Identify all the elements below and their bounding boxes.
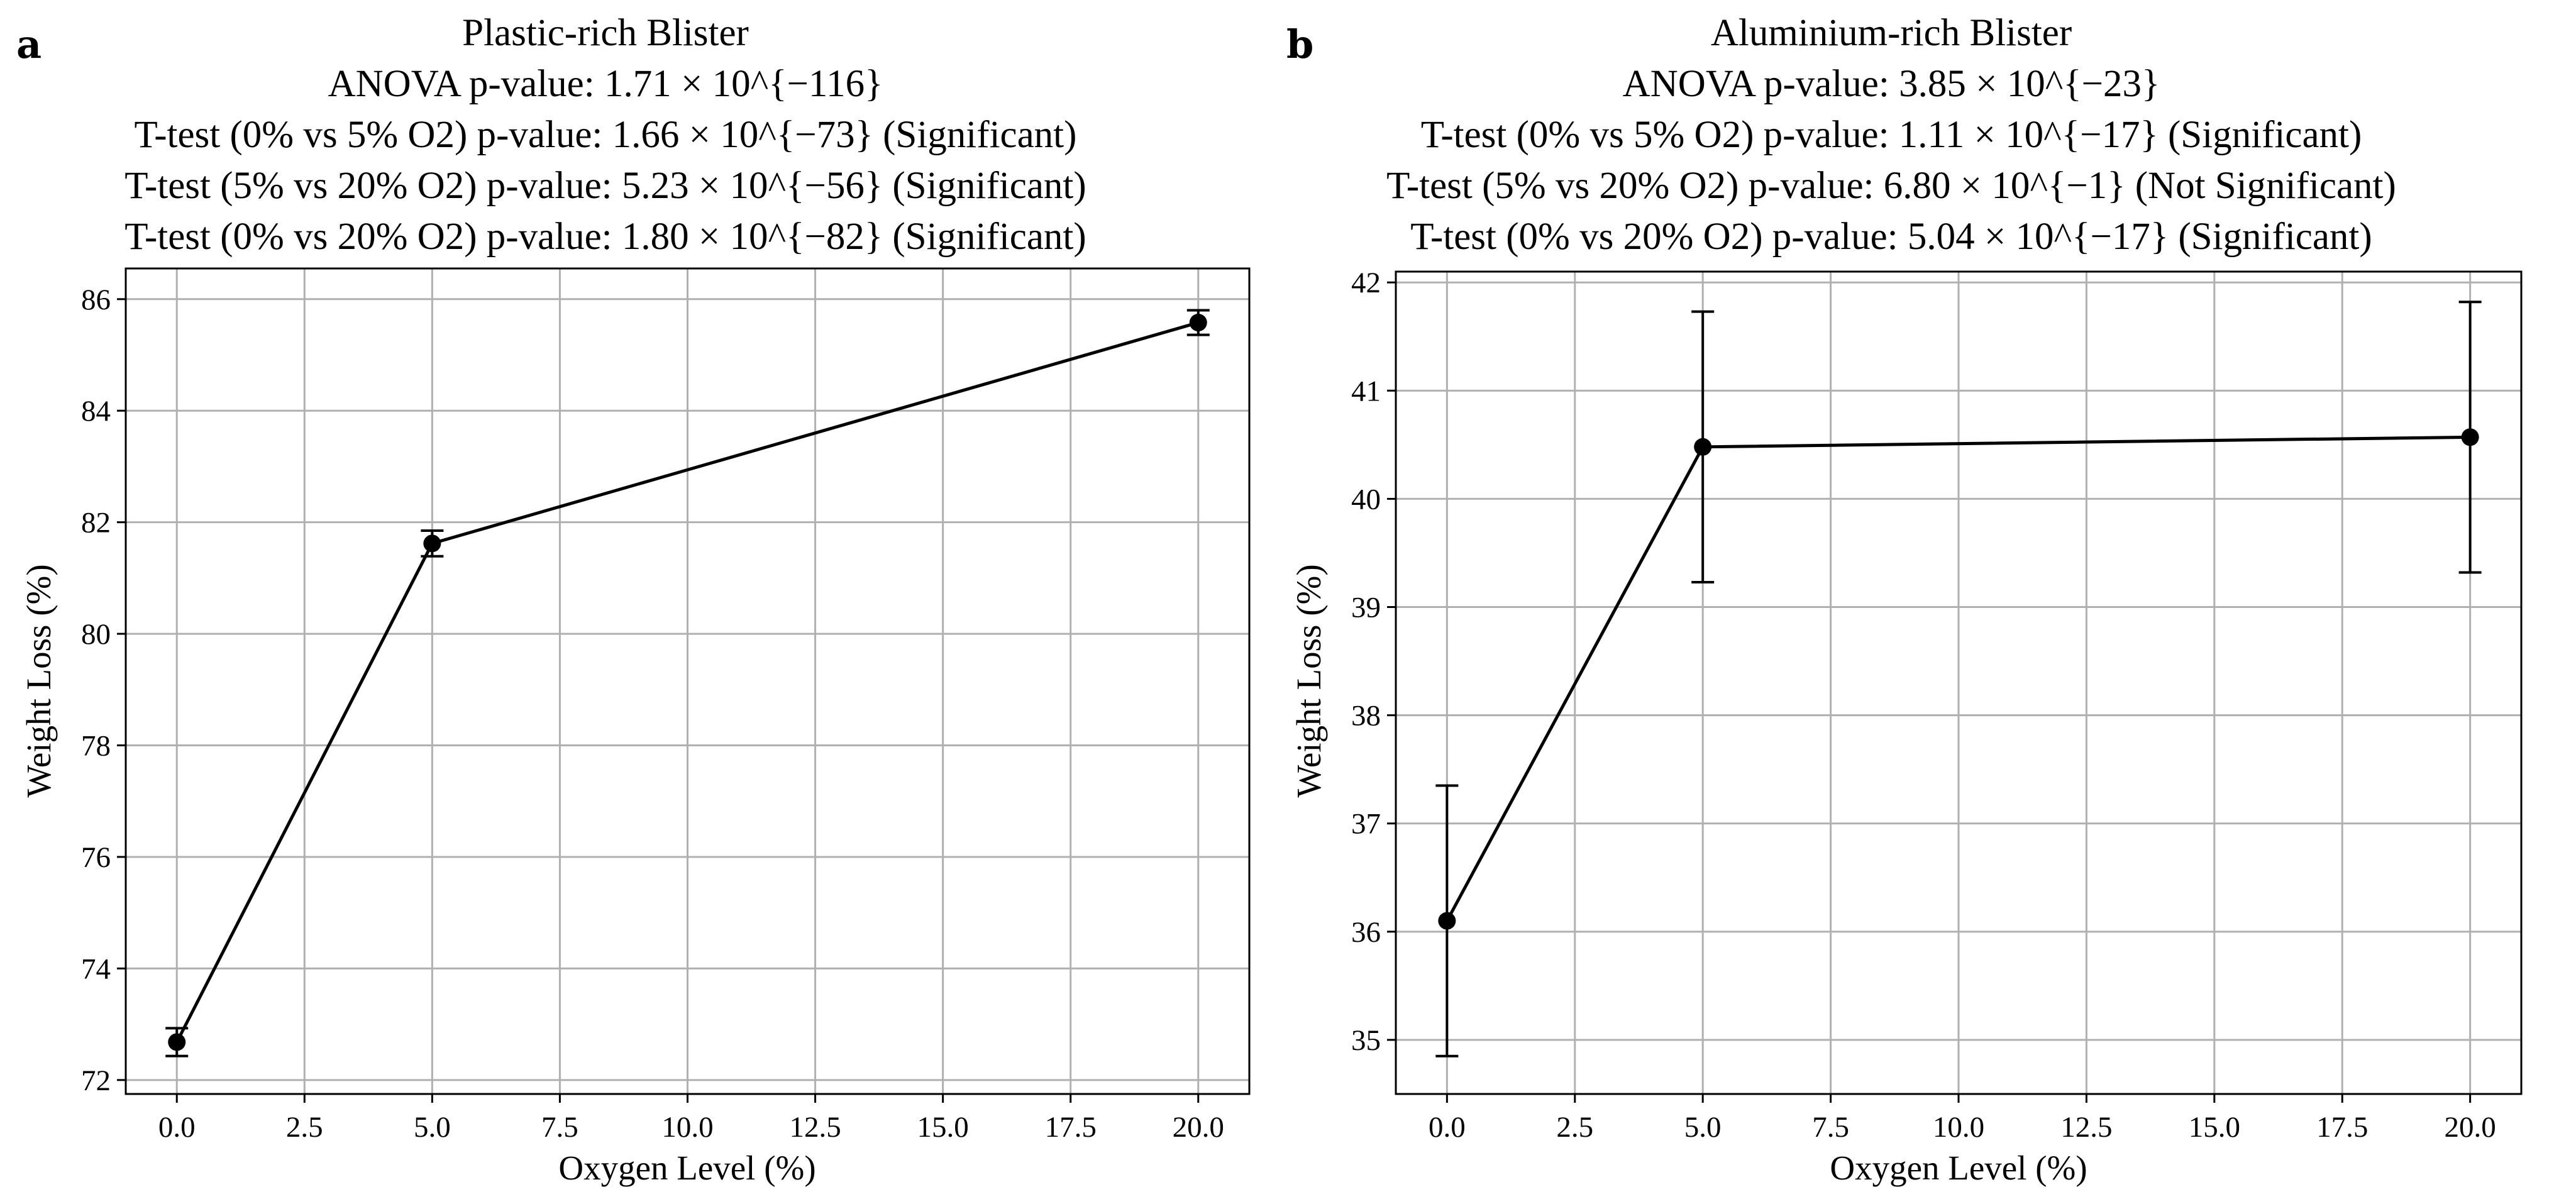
panel-b-data-point <box>2461 428 2479 446</box>
panel-a-x-axis-label: Oxygen Level (%) <box>558 1149 815 1187</box>
panel-a-y-tick-labels: 72 74 76 78 80 82 84 86 <box>81 284 111 1097</box>
panel-b-y-tick-label: 35 <box>1351 1024 1381 1057</box>
panel-b-x-tick-label: 17.5 <box>2316 1111 2368 1144</box>
panel-a-x-tick-labels: 0.0 2.5 5.0 7.5 10.0 12.5 15.0 17.5 20.0 <box>158 1111 1224 1144</box>
panel-a-y-axis-label: Weight Loss (%) <box>19 564 58 797</box>
panel-b-title-line: T-test (0% vs 20% O2) p-value: 5.04 × 10… <box>1410 216 2372 258</box>
panel-a-axes-frame <box>124 267 1251 1095</box>
panel-b: b Aluminium-rich Blister ANOVA p-value: … <box>1286 12 2523 1187</box>
panel-a-data-point <box>423 534 441 553</box>
panel-a-data-point <box>168 1033 186 1051</box>
panel-b-x-tick-labels: 0.0 2.5 5.0 7.5 10.0 12.5 15.0 17.5 20.0 <box>1429 1111 2496 1144</box>
panel-b-x-tick-label: 7.5 <box>1812 1111 1849 1144</box>
panel-a-data-point <box>1189 314 1207 332</box>
panel-b-x-tick-label: 20.0 <box>2445 1111 2496 1144</box>
panel-b-x-axis-label: Oxygen Level (%) <box>1830 1149 2087 1187</box>
panel-a-gridlines <box>126 268 1249 1094</box>
panel-a-x-tick-label: 5.0 <box>414 1111 451 1144</box>
panel-b-y-tick-label: 41 <box>1351 375 1381 407</box>
panel-b-data-point <box>1694 438 1712 456</box>
panel-a-x-tick-label: 7.5 <box>541 1111 578 1144</box>
panel-b-y-tick-label: 42 <box>1351 267 1381 299</box>
panel-a-y-tick-label: 82 <box>81 507 111 539</box>
panel-b-title-line: T-test (0% vs 5% O2) p-value: 1.11 × 10^… <box>1421 114 2362 156</box>
panel-a-y-tick-label: 76 <box>81 841 111 874</box>
panel-b-y-tick-label: 37 <box>1351 808 1381 841</box>
panel-a-x-tick-label: 12.5 <box>789 1111 841 1144</box>
panel-a-x-tick-label: 0.0 <box>158 1111 196 1144</box>
panel-b-data-point <box>1438 912 1456 930</box>
panel-a-title-line: Plastic-rich Blister <box>462 12 749 54</box>
panel-a-ticks <box>117 298 1200 1103</box>
panel-a-y-tick-label: 86 <box>81 284 111 316</box>
panel-b-y-tick-label: 38 <box>1351 700 1381 732</box>
panel-b-x-tick-label: 0.0 <box>1429 1111 1466 1144</box>
panel-a-title-line: T-test (0% vs 20% O2) p-value: 1.80 × 10… <box>124 216 1086 258</box>
panel-a-y-tick-label: 72 <box>81 1064 111 1097</box>
panel-b-plot-area <box>1435 301 2482 1058</box>
panel-b-letter: b <box>1286 21 1313 67</box>
panel-a-x-tick-label: 20.0 <box>1173 1111 1224 1144</box>
panel-a-y-tick-label: 80 <box>81 618 111 651</box>
panel-b-x-tick-label: 2.5 <box>1556 1111 1593 1144</box>
panel-a-title: Plastic-rich Blister ANOVA p-value: 1.71… <box>124 12 1086 258</box>
panel-a-plot-area <box>165 309 1210 1058</box>
panel-b-title-line: ANOVA p-value: 3.85 × 10^{−23} <box>1623 63 2160 105</box>
panel-a-x-tick-label: 17.5 <box>1045 1111 1097 1144</box>
panel-a-x-tick-label: 10.0 <box>661 1111 713 1144</box>
panel-a-title-line: ANOVA p-value: 1.71 × 10^{−116} <box>328 63 883 105</box>
panel-b-x-tick-label: 12.5 <box>2060 1111 2112 1144</box>
panel-b-title: Aluminium-rich Blister ANOVA p-value: 3.… <box>1386 12 2396 258</box>
panel-b-axes-frame <box>1395 270 2523 1095</box>
panel-a-y-tick-label: 74 <box>81 953 111 985</box>
panel-a-y-tick-label: 78 <box>81 730 111 763</box>
panel-b-y-tick-label: 39 <box>1351 592 1381 624</box>
panel-b-ticks <box>1387 281 2472 1103</box>
panel-a-letter: a <box>16 21 41 67</box>
panel-b-y-tick-label: 40 <box>1351 483 1381 516</box>
panel-b-title-line: T-test (5% vs 20% O2) p-value: 6.80 × 10… <box>1386 165 2396 207</box>
panel-a-x-tick-label: 2.5 <box>286 1111 323 1144</box>
panel-b-title-line: Aluminium-rich Blister <box>1711 12 2072 54</box>
panel-b-x-tick-label: 15.0 <box>2189 1111 2240 1144</box>
panel-b-x-tick-label: 10.0 <box>1933 1111 1984 1144</box>
panel-b-y-tick-labels: 35 36 37 38 39 40 41 42 <box>1351 267 1381 1057</box>
panel-b-y-tick-label: 36 <box>1351 916 1381 949</box>
panel-a-title-line: T-test (0% vs 5% O2) p-value: 1.66 × 10^… <box>135 114 1077 156</box>
panel-a: a Plastic-rich Blister ANOVA p-value: 1.… <box>16 12 1251 1187</box>
panel-b-y-axis-label: Weight Loss (%) <box>1290 564 1328 797</box>
panel-b-gridlines <box>1396 272 2521 1094</box>
panel-a-y-tick-label: 84 <box>81 395 111 428</box>
panel-b-x-tick-label: 5.0 <box>1684 1111 1722 1144</box>
panel-a-title-line: T-test (5% vs 20% O2) p-value: 5.23 × 10… <box>124 165 1086 207</box>
panel-a-x-tick-label: 15.0 <box>917 1111 969 1144</box>
